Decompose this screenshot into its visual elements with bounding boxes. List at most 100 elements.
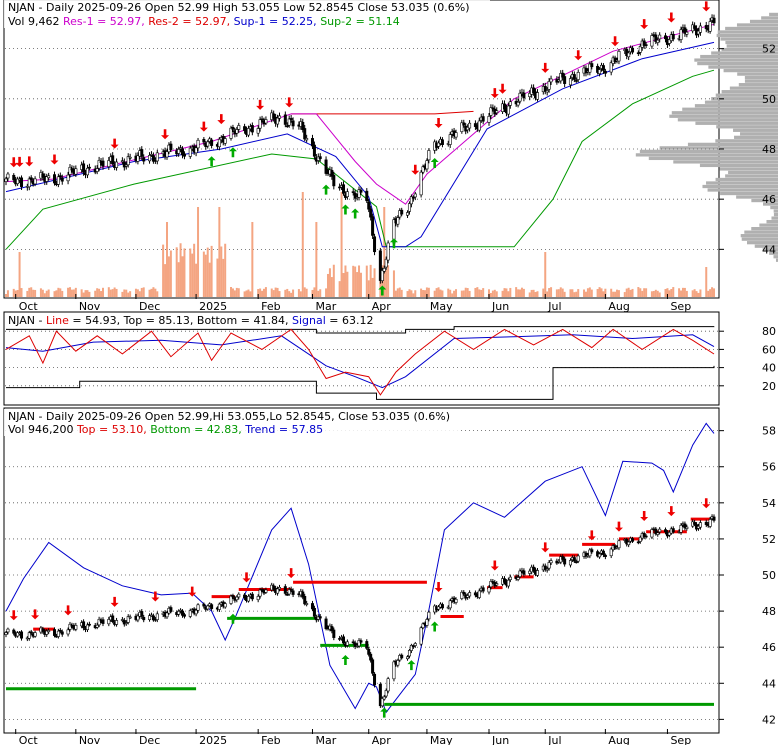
price-bar-body [140, 149, 144, 157]
volume-bar [400, 289, 403, 297]
price-bar-body [122, 161, 126, 168]
volume-profile-bar [736, 195, 778, 199]
volume-bar [550, 287, 553, 297]
price-bar-body [95, 168, 99, 172]
volume-profile-bar [639, 149, 778, 154]
sell-arrow [434, 582, 443, 593]
price-bar-body [588, 549, 592, 557]
price-bar-body [264, 119, 268, 124]
volume-bar [67, 287, 70, 297]
volume-bar [245, 290, 248, 297]
volume-bar [210, 245, 213, 297]
volume-bar [515, 287, 518, 297]
price-bar-body [572, 557, 576, 562]
price-bar-body [148, 155, 152, 162]
volume-profile-bar [761, 16, 778, 20]
price-bar-body [382, 696, 386, 700]
price-bar-body [437, 142, 441, 147]
price-gridlines [5, 48, 718, 250]
sell-arrow [25, 156, 34, 167]
header-run-7: Signal [292, 314, 326, 327]
trend-header-line2: Vol 946,200 Top = 53.10, Bottom = 42.83,… [8, 423, 323, 436]
x-tick-label-Oct: Oct [19, 734, 39, 745]
price-bar-body [481, 587, 485, 592]
volume-profile-bar [759, 223, 778, 227]
volume-profile-bar [751, 227, 778, 231]
price-bar-body [243, 594, 247, 599]
volume-bar [685, 290, 688, 297]
price-bar-body [664, 529, 668, 533]
volume-bar [113, 287, 116, 297]
volume-bar [276, 287, 279, 297]
y-tick-label-52: 52 [762, 43, 776, 56]
price-bar-body [506, 579, 510, 587]
price-bar-body [654, 528, 658, 535]
sell-arrow [702, 498, 711, 509]
volume-profile-bar [669, 114, 778, 118]
price-bar-body [276, 588, 280, 594]
header-run-3: Top [123, 314, 143, 327]
price-bar-body [120, 619, 124, 621]
header-run-0: Vol 9,462 [8, 15, 63, 28]
price-bar-body [638, 46, 642, 53]
trend-x-axis: Oct Nov Dec 2025 Feb Mar Apr May Jun Jul Aug Sep [15, 729, 691, 747]
volume-bar [12, 288, 15, 297]
volume-bar [270, 288, 273, 297]
volume-bar [359, 272, 362, 297]
volume-profile-bar [763, 202, 778, 206]
volume-bar [326, 273, 329, 297]
volume-bar [532, 289, 535, 297]
volume-bar [169, 250, 172, 297]
volume-bar [177, 262, 180, 297]
volume-bar [123, 289, 126, 297]
price-bar-body [598, 553, 602, 558]
price-bar-body [386, 678, 390, 692]
volume-profile [635, 12, 778, 262]
volume-profile-bar [762, 248, 778, 252]
price-bar-body [413, 643, 417, 646]
price-bar-body [667, 39, 671, 44]
price-bar-body [357, 189, 361, 198]
volume-bar [74, 287, 77, 297]
price-bar-body [644, 535, 648, 538]
volume-bar [204, 254, 207, 297]
sell-arrow [161, 129, 170, 140]
header-run-1: Top = 53.10, [76, 423, 150, 436]
price-header-line1: NJAN - Daily 2025-09-26 Open 52.99 High … [8, 1, 470, 14]
price-bar-body [305, 138, 309, 141]
price-bar-body [603, 70, 607, 74]
price-bar-body [155, 613, 159, 620]
price-bar-body [642, 40, 646, 46]
volume-bar [230, 287, 233, 297]
header-run-4: Sup-2 = 51.14 [320, 15, 400, 28]
price-bar-body [324, 618, 328, 630]
price-bar-body [466, 127, 470, 131]
price-bar-body [590, 549, 594, 553]
volume-bar [491, 290, 494, 297]
header-run-0: NJAN - Daily 2025-09-26 Open 52.99 High … [8, 1, 470, 14]
price-bar-body [41, 628, 45, 632]
volume-bar [32, 289, 35, 297]
volume-profile-bar [728, 170, 778, 175]
trend-panel: NJAN - Daily 2025-09-26 Open 52.99,Hi 53… [3, 407, 776, 747]
y-tick-label-44: 44 [762, 243, 776, 256]
price-bar-body [97, 618, 101, 626]
volume-bar [672, 287, 675, 297]
price-bar-body [4, 632, 8, 635]
volume-bar [433, 290, 436, 297]
price-bar-body [495, 110, 499, 114]
buy-arrow [341, 204, 350, 215]
price-bar-body [477, 590, 481, 598]
volume-bar [398, 287, 401, 297]
price-bar-body [52, 174, 56, 184]
header-run-2: Bottom = 42.83, [150, 423, 245, 436]
volume-bar [699, 289, 702, 297]
price-bar-body [74, 168, 78, 175]
volume-bar [206, 247, 209, 297]
price-bar-body [16, 178, 20, 184]
price-bar-body [543, 565, 547, 570]
volume-profile-bar [720, 191, 778, 196]
volume-bar [208, 262, 211, 297]
sell-arrow [587, 530, 596, 541]
oscillator-lines [5, 326, 715, 400]
